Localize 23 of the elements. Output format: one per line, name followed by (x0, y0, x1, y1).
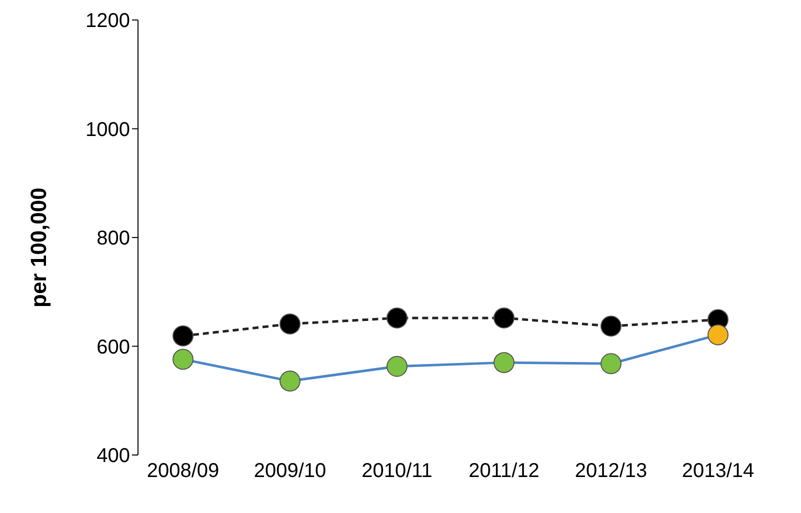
x-tick-label: 2010/11 (362, 460, 432, 482)
point (600, 353, 622, 374)
x-tick-label: 2011/12 (468, 460, 540, 482)
y-tick-label: 1000 (86, 118, 130, 141)
point (600, 316, 622, 337)
x-tick-label: 2009/10 (254, 460, 326, 482)
point (172, 325, 194, 346)
point (172, 348, 194, 370)
x-tick-label: 2008/09 (146, 460, 220, 482)
x-tick-label: 2013/14 (682, 460, 754, 482)
y-tick-label: 800 (96, 228, 130, 250)
point (386, 356, 408, 377)
point (494, 307, 514, 328)
y-axis-title: per 100,000 (26, 188, 51, 308)
point (708, 324, 728, 346)
point (494, 352, 514, 374)
point (280, 313, 300, 334)
point (280, 370, 300, 392)
y-tick-label: 600 (96, 336, 130, 358)
x-tick-label: 2012/13 (574, 460, 648, 482)
y-tick-label: 400 (96, 445, 130, 468)
y-tick-label: 1200 (86, 10, 130, 32)
point (386, 307, 408, 328)
